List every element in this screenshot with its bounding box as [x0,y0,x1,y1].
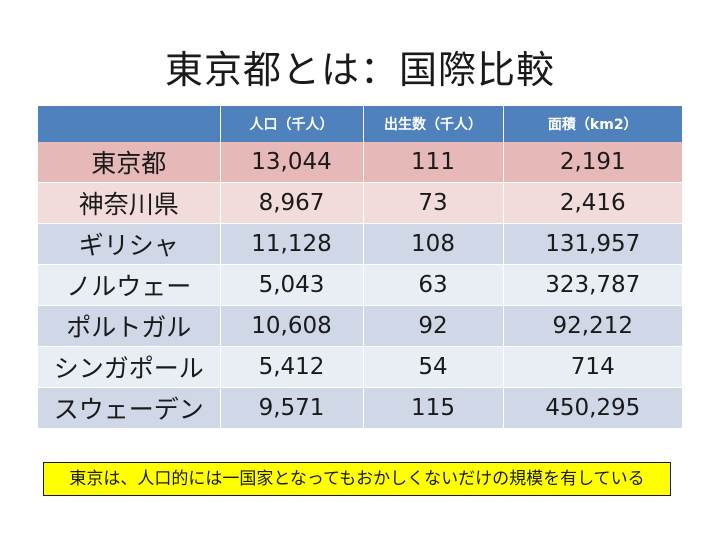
comparison-table: 人口（千人） 出生数（千人） 面積（km2） 東京都 13,044 111 2,… [38,106,682,429]
region-name: シンガポール [38,346,221,388]
header-cell-births: 出生数（千人） [363,106,504,142]
table-row: ノルウェー 5,043 63 323,787 [38,264,682,306]
conclusion-note: 東京は、人口的には一国家となってもおかしくないだけの規模を有している [43,462,671,496]
births-value: 115 [363,387,504,429]
population-value: 11,128 [220,223,364,265]
region-name: スウェーデン [38,387,221,429]
area-value: 323,787 [503,264,682,306]
births-value: 111 [363,142,504,183]
header-cell-population: 人口（千人） [220,106,364,142]
births-value: 108 [363,223,504,265]
region-name: ノルウェー [38,264,221,306]
table-row: 東京都 13,044 111 2,191 [38,142,682,183]
births-value: 54 [363,346,504,388]
population-value: 10,608 [220,305,364,347]
table-row: シンガポール 5,412 54 714 [38,346,682,388]
table-row: ポルトガル 10,608 92 92,212 [38,305,682,347]
area-value: 131,957 [503,223,682,265]
area-value: 92,212 [503,305,682,347]
area-value: 714 [503,346,682,388]
table-row: スウェーデン 9,571 115 450,295 [38,387,682,429]
population-value: 9,571 [220,387,364,429]
population-value: 5,043 [220,264,364,306]
population-value: 8,967 [220,182,364,224]
births-value: 73 [363,182,504,224]
slide-title: 東京都とは：国際比較 [164,48,555,92]
births-value: 92 [363,305,504,347]
table-header-row: 人口（千人） 出生数（千人） 面積（km2） [38,106,682,142]
population-value: 5,412 [220,346,364,388]
header-cell-region [38,106,221,142]
table-row: ギリシャ 11,128 108 131,957 [38,223,682,265]
births-value: 63 [363,264,504,306]
region-name: 東京都 [38,142,221,183]
area-value: 2,416 [503,182,682,224]
region-name: ポルトガル [38,305,221,347]
header-cell-area: 面積（km2） [503,106,682,142]
area-value: 2,191 [503,142,682,183]
population-value: 13,044 [220,142,364,183]
area-value: 450,295 [503,387,682,429]
region-name: ギリシャ [38,223,221,265]
region-name: 神奈川県 [38,182,221,224]
table-row: 神奈川県 8,967 73 2,416 [38,182,682,224]
